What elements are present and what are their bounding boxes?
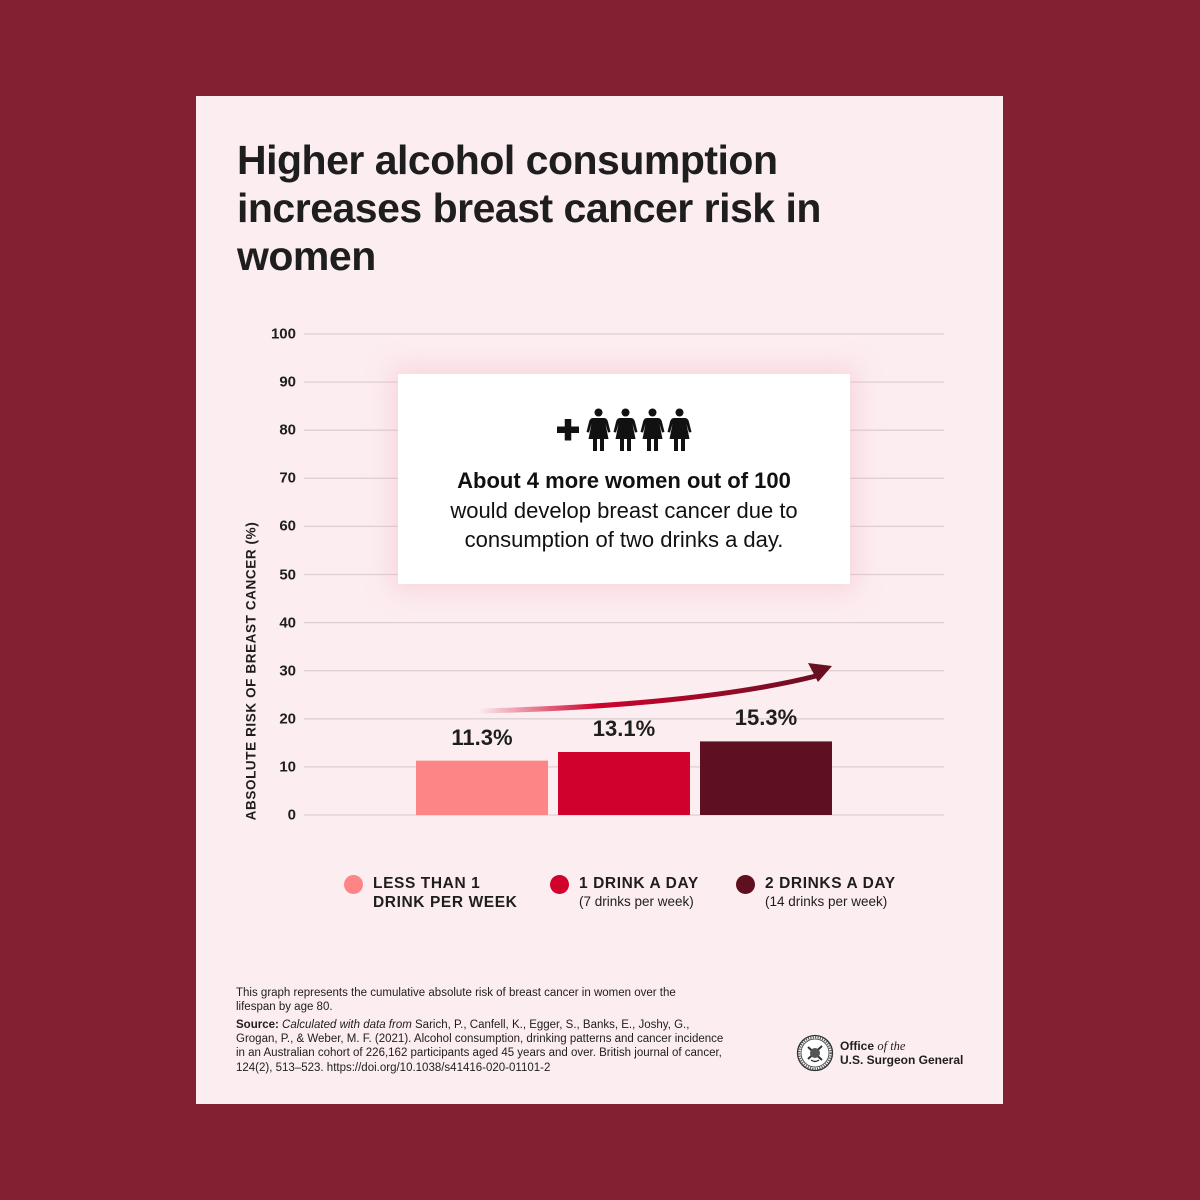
bar-chart bbox=[304, 333, 944, 816]
surgeon-general-logo: Office of the U.S. Surgeon General bbox=[796, 1034, 963, 1072]
y-tick-label: 40 bbox=[279, 614, 296, 632]
legend-item-less-than-1: LESS THAN 1 DRINK PER WEEK bbox=[344, 874, 550, 912]
legend-swatch bbox=[736, 875, 755, 894]
y-tick-label: 80 bbox=[279, 421, 296, 439]
woman-icon bbox=[640, 408, 665, 451]
legend: LESS THAN 1 DRINK PER WEEK 1 DRINK A DAY… bbox=[344, 874, 896, 912]
source-label: Source: bbox=[236, 1019, 279, 1031]
y-tick-label: 20 bbox=[279, 710, 296, 728]
y-tick-label: 60 bbox=[279, 517, 296, 535]
women-icons bbox=[584, 408, 692, 452]
bars bbox=[416, 741, 832, 815]
source-intro: Calculated with data from bbox=[282, 1019, 412, 1031]
bar-1 bbox=[416, 760, 548, 815]
footnote: This graph represents the cumulative abs… bbox=[236, 987, 676, 1013]
callout-icons bbox=[398, 408, 850, 452]
legend-subtitle: (7 drinks per week) bbox=[579, 894, 694, 909]
bar-value-label: 11.3% bbox=[451, 724, 513, 750]
legend-title: 2 DRINKS A DAY bbox=[765, 875, 896, 892]
logo-text: Office of the U.S. Surgeon General bbox=[840, 1039, 963, 1067]
y-tick-label: 0 bbox=[287, 806, 296, 824]
logo-of-the: of the bbox=[877, 1039, 906, 1053]
page-title: Higher alcohol consumption increases bre… bbox=[237, 137, 821, 279]
y-tick-label: 50 bbox=[279, 566, 296, 583]
bar-value-label: 15.3% bbox=[734, 705, 798, 731]
callout-body-line-1: would develop breast cancer due to bbox=[450, 498, 798, 523]
callout-box: About 4 more women out of 100 would deve… bbox=[398, 374, 850, 584]
legend-item-2-drinks: 2 DRINKS A DAY (14 drinks per week) bbox=[736, 874, 896, 912]
trend-arrow-shaft bbox=[475, 673, 819, 714]
logo-office: Office bbox=[840, 1039, 875, 1053]
callout-body: would develop breast cancer due to consu… bbox=[398, 496, 850, 554]
y-tick-label: 30 bbox=[279, 662, 296, 680]
y-tick-label: 10 bbox=[279, 758, 296, 776]
logo-line-2: U.S. Surgeon General bbox=[840, 1053, 964, 1067]
y-tick-label: 70 bbox=[279, 469, 296, 487]
bar-value-label: 13.1% bbox=[592, 715, 656, 741]
woman-icon bbox=[613, 408, 638, 451]
legend-title: 1 DRINK A DAY bbox=[579, 875, 699, 892]
legend-item-1-drink: 1 DRINK A DAY (7 drinks per week) bbox=[550, 874, 736, 912]
woman-icon bbox=[586, 408, 611, 451]
callout-body-line-2: consumption of two drinks a day. bbox=[464, 527, 784, 552]
trend-arrow-head bbox=[808, 663, 832, 682]
callout-headline: About 4 more women out of 100 bbox=[457, 468, 791, 493]
legend-subtitle: (14 drinks per week) bbox=[765, 894, 888, 909]
source-citation: Source: Calculated with data from Sarich… bbox=[236, 1018, 726, 1075]
legend-swatch bbox=[344, 875, 363, 894]
y-tick-label: 90 bbox=[279, 373, 296, 391]
legend-title: LESS THAN 1 DRINK PER WEEK bbox=[373, 875, 518, 911]
y-tick-label: 100 bbox=[270, 325, 296, 343]
source-text: Sarich, P., Canfell, K., Egger, S., Bank… bbox=[236, 1019, 724, 1074]
infographic-card: Higher alcohol consumption increases bre… bbox=[196, 96, 1003, 1104]
legend-swatch bbox=[550, 875, 569, 894]
plus-icon bbox=[557, 419, 579, 441]
seal-icon bbox=[796, 1034, 834, 1072]
woman-icon bbox=[667, 408, 692, 451]
bar-2 bbox=[558, 751, 690, 815]
bar-3 bbox=[700, 741, 832, 815]
